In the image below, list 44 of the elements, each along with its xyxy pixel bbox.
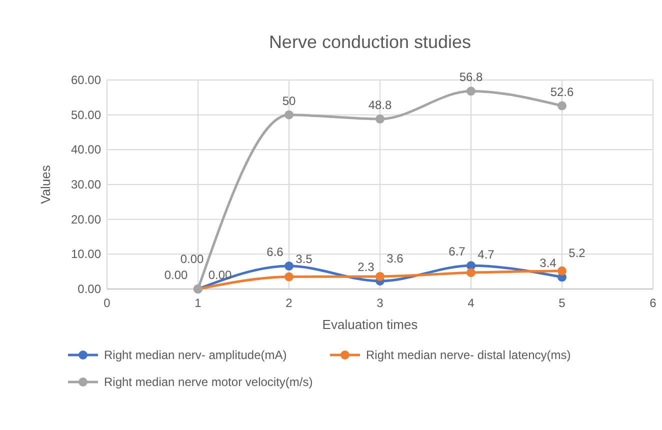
y-tick-label: 10.00 — [70, 247, 102, 262]
data-label: 3.4 — [540, 256, 557, 270]
y-tick-label: 50.00 — [70, 108, 102, 122]
point — [284, 110, 294, 120]
data-label: 5.2 — [568, 246, 586, 260]
x-tick-label: 1 — [194, 296, 202, 310]
x-tick-label: 2 — [286, 296, 293, 310]
data-label: 3.6 — [386, 251, 404, 266]
data-label: 50 — [282, 94, 296, 108]
legend-label: Right median nerve- distal latency(ms) — [366, 348, 571, 362]
point — [466, 268, 476, 278]
x-axis-title: Evaluation times — [322, 317, 418, 332]
x-tick-label: 5 — [558, 296, 566, 310]
data-label: 4.7 — [478, 248, 495, 262]
point — [284, 272, 294, 282]
x-tick-label: 0 — [104, 296, 111, 310]
chart-title: Nerve conduction studies — [268, 32, 472, 52]
point — [558, 266, 566, 276]
y-axis-title: Values — [38, 164, 53, 204]
y-tick-label: 0.00 — [78, 282, 102, 296]
point — [376, 114, 384, 124]
y-tick-label: 20.00 — [70, 212, 102, 226]
y-tick-label: 30.00 — [70, 178, 102, 192]
legend-label: Right median nerv- amplitude(mA) — [104, 348, 287, 362]
point — [466, 86, 476, 96]
point — [284, 262, 294, 271]
y-tick-label: 40.00 — [70, 142, 102, 157]
data-label: 48.8 — [368, 98, 392, 112]
data-label: 52.6 — [550, 84, 574, 99]
data-label: 3.5 — [296, 252, 313, 266]
data-label: 0.00 — [208, 268, 232, 282]
y-tick-label: 60.00 — [70, 73, 102, 87]
data-label: 6.6 — [266, 245, 284, 260]
x-tick-label: 3 — [376, 296, 384, 310]
data-label: 6.7 — [448, 244, 466, 259]
data-label: 0.00 — [180, 252, 204, 266]
legend-label: Right median nerve motor velocity(m/s) — [104, 375, 313, 389]
x-tick-label: 4 — [468, 296, 475, 310]
x-tick-label: 6 — [650, 296, 657, 310]
data-label: 2.3 — [358, 260, 375, 274]
point — [558, 101, 566, 110]
point — [376, 272, 384, 281]
data-label: 0.00 — [164, 268, 188, 282]
data-label: 56.8 — [459, 70, 483, 84]
